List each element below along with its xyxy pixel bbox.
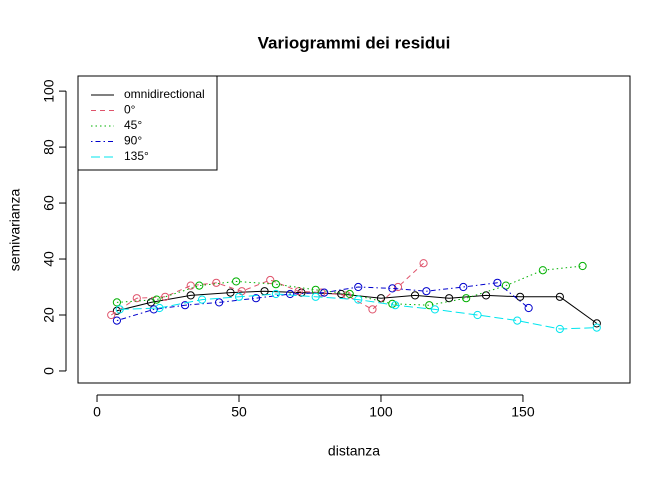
point bbox=[462, 294, 471, 303]
point bbox=[215, 298, 224, 307]
point bbox=[186, 291, 195, 300]
point bbox=[473, 310, 482, 320]
point bbox=[538, 266, 547, 275]
x-tick-label: 100 bbox=[369, 404, 393, 420]
point bbox=[354, 282, 363, 292]
point bbox=[161, 292, 170, 301]
legend-box bbox=[77, 75, 218, 171]
y-tick-label: 0 bbox=[41, 367, 57, 375]
y-tick-label: 20 bbox=[41, 307, 57, 323]
point bbox=[422, 287, 431, 296]
point bbox=[430, 305, 440, 314]
point bbox=[320, 288, 329, 297]
point bbox=[368, 305, 377, 314]
series-line bbox=[119, 293, 597, 330]
point bbox=[513, 316, 522, 325]
point bbox=[195, 281, 204, 290]
legend-label: 135° bbox=[124, 149, 149, 163]
y-axis-label: semivarianza bbox=[7, 189, 23, 272]
x-tick-label: 150 bbox=[511, 404, 535, 420]
point bbox=[410, 291, 420, 300]
point bbox=[345, 289, 354, 299]
point bbox=[180, 301, 190, 310]
y-tick-label: 60 bbox=[41, 195, 57, 211]
x-tick-label: 50 bbox=[231, 404, 247, 420]
chart-title: Variogrammi dei residui bbox=[258, 33, 451, 52]
point bbox=[251, 294, 261, 303]
y-tick-label: 80 bbox=[41, 139, 57, 155]
y-tick-label: 40 bbox=[41, 251, 57, 267]
point bbox=[459, 282, 468, 292]
point bbox=[286, 289, 295, 299]
point bbox=[266, 275, 275, 285]
point bbox=[132, 294, 141, 303]
point bbox=[155, 303, 164, 313]
point bbox=[445, 294, 454, 303]
x-axis-label: distanza bbox=[328, 443, 380, 459]
point bbox=[354, 295, 363, 304]
point bbox=[234, 292, 244, 301]
point bbox=[391, 301, 400, 310]
point bbox=[388, 284, 397, 293]
point bbox=[271, 289, 281, 299]
point bbox=[493, 278, 502, 287]
y-tick-label: 100 bbox=[41, 79, 57, 103]
point bbox=[107, 310, 116, 320]
point bbox=[152, 295, 161, 304]
legend-label: 0° bbox=[124, 103, 136, 117]
point bbox=[555, 292, 564, 301]
legend-label: omnidirectional bbox=[124, 87, 205, 101]
point bbox=[197, 295, 207, 304]
point bbox=[524, 303, 533, 313]
point bbox=[592, 319, 601, 328]
point bbox=[425, 301, 434, 310]
point bbox=[555, 324, 564, 334]
point bbox=[186, 281, 195, 290]
point bbox=[393, 282, 403, 292]
point bbox=[271, 280, 281, 289]
legend-label: 45° bbox=[124, 118, 142, 132]
x-tick-label: 0 bbox=[93, 404, 101, 420]
point bbox=[112, 298, 122, 307]
point bbox=[115, 305, 124, 314]
point bbox=[419, 259, 428, 268]
series-line bbox=[116, 265, 583, 306]
point bbox=[337, 289, 346, 299]
legend-label: 90° bbox=[124, 134, 142, 148]
point bbox=[578, 261, 587, 271]
point bbox=[212, 278, 221, 287]
point bbox=[149, 305, 158, 314]
series-line bbox=[116, 282, 529, 322]
point bbox=[232, 277, 241, 286]
point bbox=[226, 288, 235, 297]
plot-box bbox=[77, 75, 631, 384]
point bbox=[516, 292, 525, 301]
point bbox=[592, 323, 601, 332]
point bbox=[481, 291, 491, 300]
point bbox=[112, 316, 122, 325]
point bbox=[311, 292, 320, 301]
